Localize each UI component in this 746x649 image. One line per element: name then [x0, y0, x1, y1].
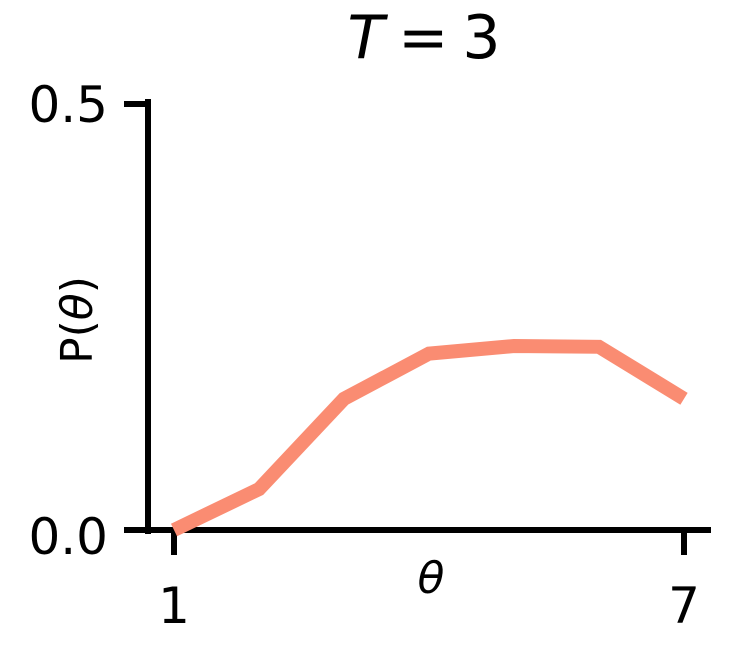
y-tick-label-bottom: 0.0: [28, 508, 108, 566]
x-tick-label-left: 1: [158, 577, 190, 635]
title-value: 3: [462, 3, 500, 73]
y-axis-label: P(θ): [52, 276, 103, 364]
y-axis-label-text: P(θ): [52, 276, 103, 364]
chart-title: T = 3: [347, 3, 500, 73]
y-tick-label-top: 0.5: [28, 76, 108, 134]
series-line-0: [170, 338, 688, 537]
x-axis-label: θ: [418, 553, 445, 604]
title-variable: T: [347, 3, 388, 73]
x-tick-label-right: 7: [668, 577, 700, 635]
series-layer: [170, 338, 688, 537]
title-operator: =: [398, 3, 448, 73]
